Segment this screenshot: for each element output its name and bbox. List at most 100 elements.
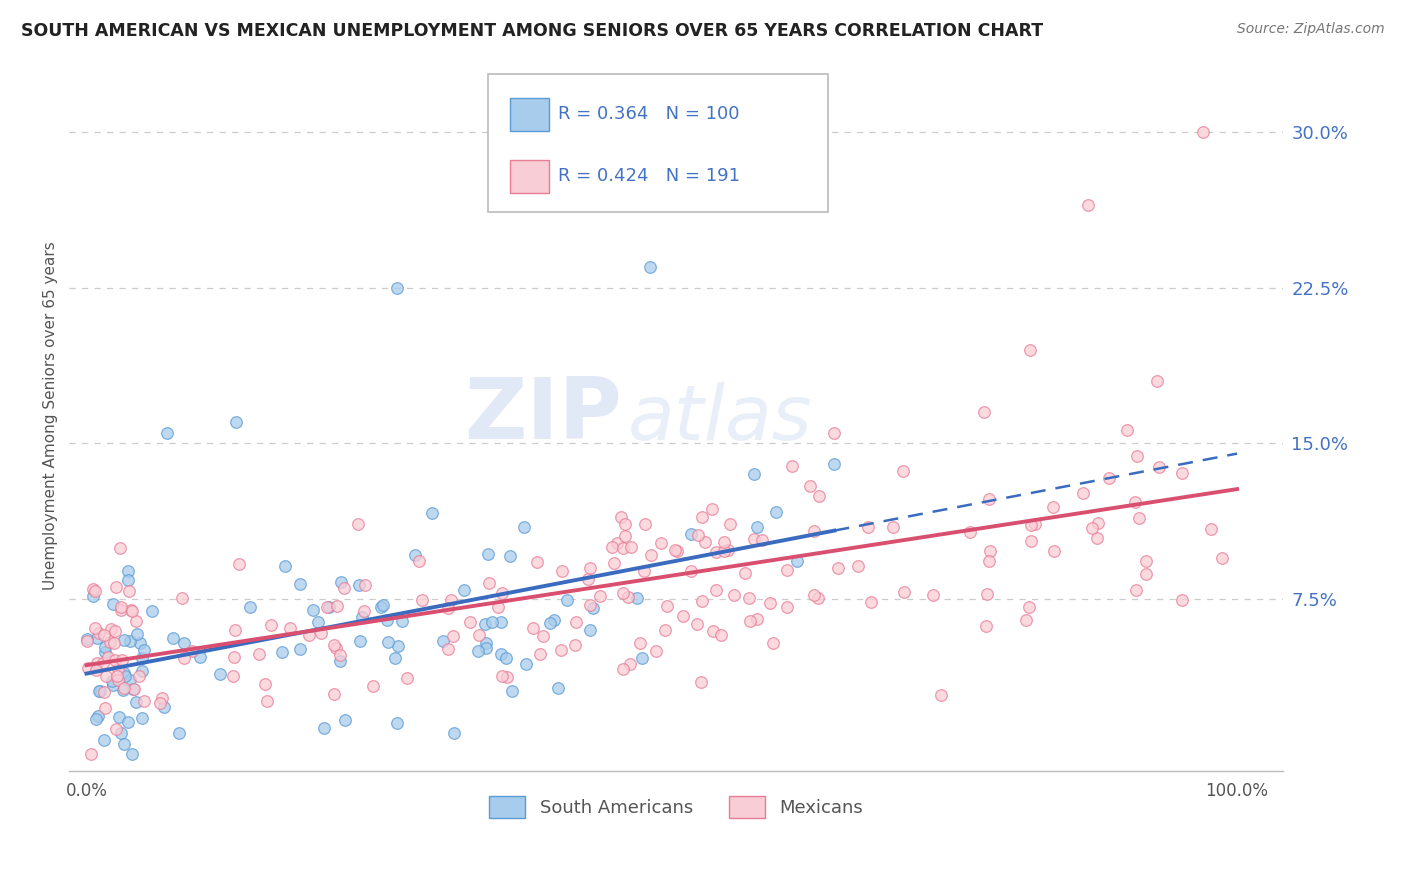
Point <box>124 615 146 629</box>
Point <box>496 670 519 684</box>
Point <box>314 721 336 735</box>
Point <box>776 599 799 614</box>
Point <box>387 640 409 654</box>
Point <box>76 632 98 647</box>
Point <box>131 664 153 678</box>
Point <box>384 651 406 665</box>
Point <box>606 536 628 550</box>
Point <box>589 589 612 603</box>
Point <box>467 644 489 658</box>
Point <box>436 642 458 657</box>
Point <box>120 602 142 616</box>
Point <box>582 601 605 615</box>
Point <box>799 479 821 493</box>
Point <box>650 535 672 549</box>
Point <box>780 458 803 473</box>
Point <box>118 633 141 648</box>
Point <box>891 465 914 479</box>
Point <box>547 681 569 695</box>
Point <box>551 564 574 578</box>
Point <box>1116 423 1139 437</box>
Point <box>550 643 572 657</box>
Point <box>128 669 150 683</box>
Point <box>404 549 426 563</box>
Point <box>823 425 845 440</box>
Point <box>420 506 443 520</box>
Point <box>626 591 648 606</box>
Point <box>260 617 283 632</box>
Point <box>664 543 686 558</box>
Point <box>97 650 120 665</box>
Point <box>350 609 373 624</box>
Point <box>1071 486 1094 500</box>
Point <box>531 629 554 643</box>
Point <box>848 559 870 574</box>
Point <box>612 586 634 600</box>
Point <box>976 587 998 601</box>
Point <box>704 545 727 559</box>
Point <box>713 535 735 549</box>
Point <box>478 576 501 591</box>
Point <box>84 663 107 677</box>
Point <box>1085 531 1108 545</box>
Point <box>979 544 1001 558</box>
Point <box>298 628 321 642</box>
Point <box>107 673 129 687</box>
Point <box>564 615 586 629</box>
Point <box>122 681 145 696</box>
Point <box>859 595 882 609</box>
Point <box>270 645 292 659</box>
Point <box>77 661 100 675</box>
Point <box>152 691 174 706</box>
Point <box>103 678 125 692</box>
Point <box>82 582 104 596</box>
Text: Source: ZipAtlas.com: Source: ZipAtlas.com <box>1237 22 1385 37</box>
Point <box>1019 533 1042 548</box>
Point <box>666 544 689 558</box>
Point <box>742 467 765 482</box>
Point <box>443 725 465 739</box>
Point <box>526 555 548 569</box>
Point <box>328 648 350 662</box>
Point <box>1024 517 1046 532</box>
Point <box>499 549 522 563</box>
Point <box>738 614 761 628</box>
Point <box>600 540 623 554</box>
Point <box>538 616 561 631</box>
Point <box>86 656 108 670</box>
Point <box>758 597 780 611</box>
Point <box>173 651 195 665</box>
Point <box>654 624 676 638</box>
Point <box>363 679 385 693</box>
Point <box>153 700 176 714</box>
Point <box>579 560 602 574</box>
Point <box>893 585 915 599</box>
Text: ZIP: ZIP <box>464 374 621 457</box>
Point <box>370 600 392 615</box>
Point <box>474 616 496 631</box>
Point <box>104 624 127 638</box>
Point <box>329 654 352 668</box>
Point <box>690 594 713 608</box>
Point <box>644 644 666 658</box>
Point <box>104 653 127 667</box>
Point <box>170 591 193 605</box>
Point <box>634 516 657 531</box>
Text: R = 0.424   N = 191: R = 0.424 N = 191 <box>558 167 741 185</box>
Point <box>141 604 163 618</box>
Point <box>823 457 845 471</box>
Point <box>710 628 733 642</box>
Point <box>692 510 714 524</box>
Point <box>323 687 346 701</box>
Point <box>522 621 544 635</box>
Text: SOUTH AMERICAN VS MEXICAN UNEMPLOYMENT AMONG SENIORS OVER 65 YEARS CORRELATION C: SOUTH AMERICAN VS MEXICAN UNEMPLOYMENT A… <box>21 22 1043 40</box>
Point <box>555 592 578 607</box>
Point <box>347 517 370 532</box>
Point <box>80 747 103 761</box>
Point <box>117 573 139 587</box>
Point <box>110 603 132 617</box>
Point <box>973 405 995 419</box>
Point <box>702 502 724 516</box>
Point <box>672 609 695 624</box>
Point <box>628 636 651 650</box>
